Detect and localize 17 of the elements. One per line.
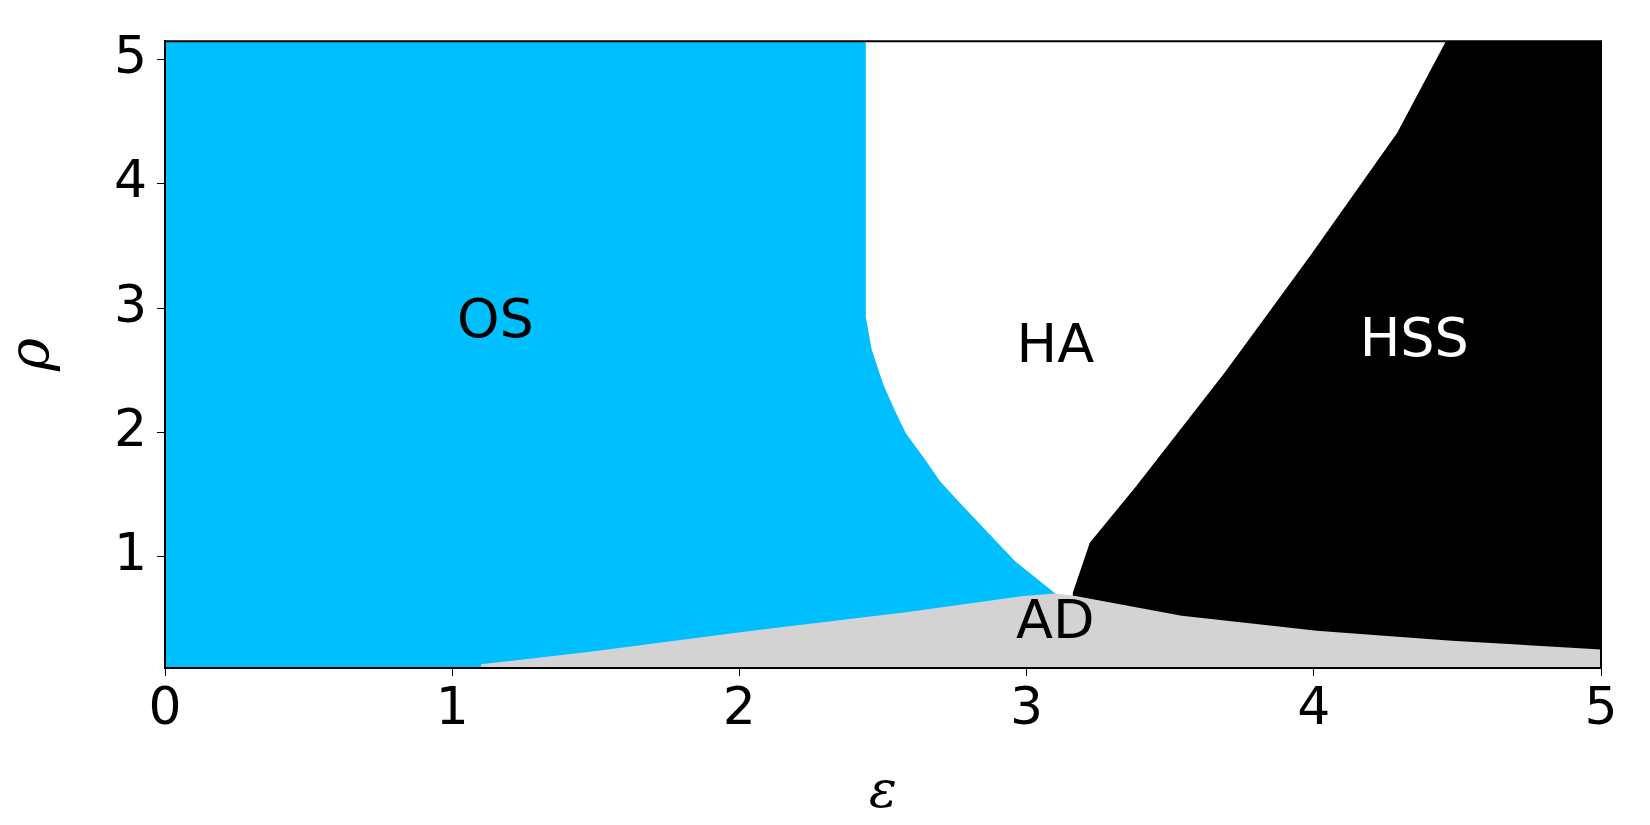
- y-tick-label: 3: [113, 273, 147, 334]
- annotation: OS: [456, 287, 534, 351]
- y-tick-label: 5: [113, 25, 147, 86]
- annotation: HA: [1016, 312, 1095, 376]
- x-tick-label: 4: [1297, 675, 1331, 736]
- y-tick-label: 4: [113, 149, 147, 210]
- x-tick-label: 0: [148, 675, 182, 736]
- y-axis-title: ρ: [0, 338, 62, 373]
- x-tick-label: 1: [435, 675, 469, 736]
- x-tick-label: 2: [722, 675, 756, 736]
- x-tick-label: 3: [1010, 675, 1044, 736]
- annotation: HSS: [1359, 306, 1469, 370]
- y-tick-label: 2: [113, 397, 147, 458]
- annotation: AD: [1016, 588, 1095, 652]
- x-tick-label: 5: [1584, 675, 1618, 736]
- y-tick-label: 1: [113, 521, 147, 582]
- x-axis-title: ε: [869, 759, 897, 820]
